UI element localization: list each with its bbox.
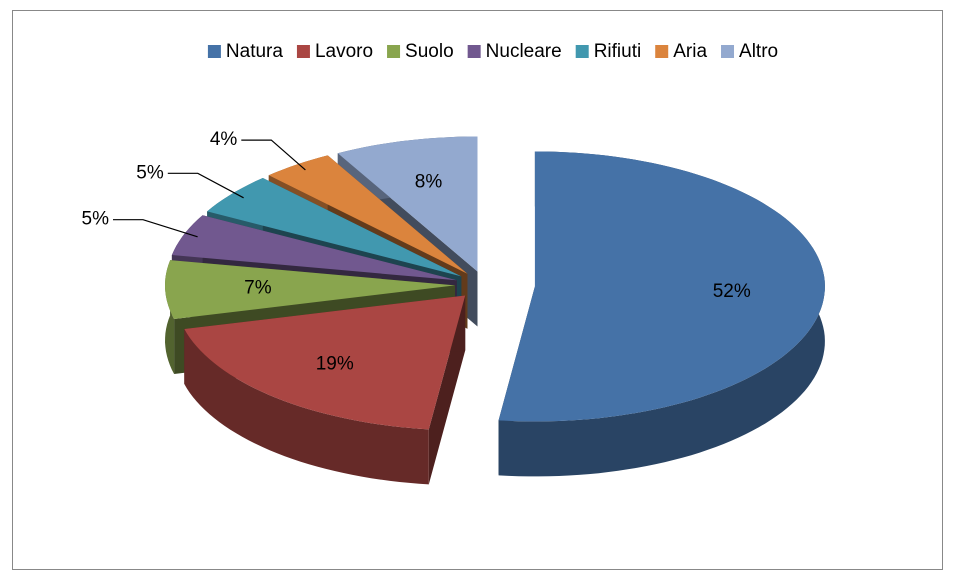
data-label: 7% bbox=[244, 277, 272, 298]
legend-swatch bbox=[721, 45, 735, 58]
slice-tops bbox=[165, 136, 825, 430]
slice bbox=[207, 178, 462, 277]
legend-swatch bbox=[207, 45, 221, 58]
legend-label: Lavoro bbox=[315, 41, 373, 62]
data-label: 4% bbox=[210, 129, 238, 150]
legend-swatch bbox=[387, 45, 401, 58]
legend-label: Nucleare bbox=[486, 41, 562, 62]
data-label: 8% bbox=[415, 172, 443, 193]
leader-line bbox=[241, 139, 306, 171]
data-labels: 52% 19% 7% 5% 5% 4% 8% bbox=[82, 129, 751, 374]
slice bbox=[184, 295, 466, 430]
legend-label: Suolo bbox=[405, 41, 454, 62]
legend-swatch bbox=[655, 45, 669, 58]
legend: Natura Lavoro Suolo Nucleare Rifiuti Aria Altr… bbox=[207, 41, 778, 62]
legend-label: Rifiuti bbox=[594, 41, 642, 62]
leader-line bbox=[113, 219, 198, 238]
legend-swatch bbox=[575, 45, 589, 58]
slice bbox=[268, 155, 468, 274]
legend-label: Aria bbox=[673, 41, 707, 62]
slice-outer-wall bbox=[184, 329, 429, 485]
data-label: 5% bbox=[136, 162, 164, 183]
legend-label: Natura bbox=[226, 41, 283, 62]
slice bbox=[498, 151, 825, 422]
data-label: 5% bbox=[82, 209, 110, 230]
leader-line bbox=[167, 172, 244, 199]
slice bbox=[165, 260, 455, 319]
legend-label: Altro bbox=[739, 41, 778, 62]
legend-swatch bbox=[296, 45, 310, 58]
slice bbox=[171, 215, 457, 281]
slice bbox=[337, 136, 478, 272]
legend-swatch bbox=[467, 45, 481, 58]
data-label: 19% bbox=[316, 353, 354, 374]
data-label: 52% bbox=[713, 281, 751, 302]
